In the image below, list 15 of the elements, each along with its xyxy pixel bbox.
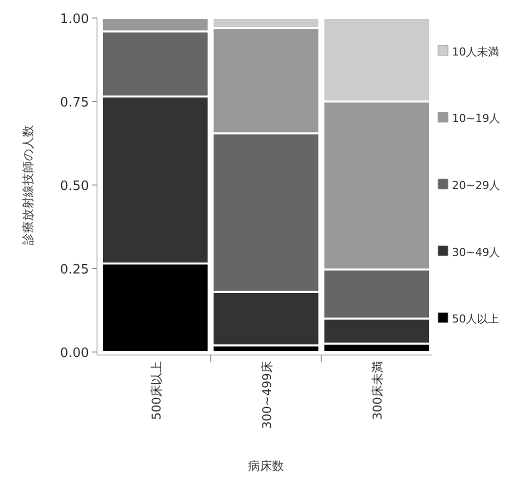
y-tick-label: 0.25 [60,262,89,278]
y-axis-title: 診療放射線技師の人数 [21,125,35,245]
y-tick-label: 0.00 [60,346,89,361]
y-tick-label: 1.00 [60,12,89,27]
x-axis-title: 病床数 [248,459,284,473]
y-tick-label: 0.50 [60,179,89,194]
x-tick-label: 300床未満 [370,361,385,420]
y-tick-label: 0.75 [60,96,89,110]
series-label: 10~19人 [452,112,500,126]
legend-label: 30~49人 [452,246,500,259]
legend-label: 50人以上 [452,312,499,326]
x-tick-label: 500床以上 [149,361,164,420]
legend-label: 20~29人 [452,179,500,192]
legend-label: 10人未満 [452,45,499,58]
x-tick-label: 300~499床 [260,361,274,429]
